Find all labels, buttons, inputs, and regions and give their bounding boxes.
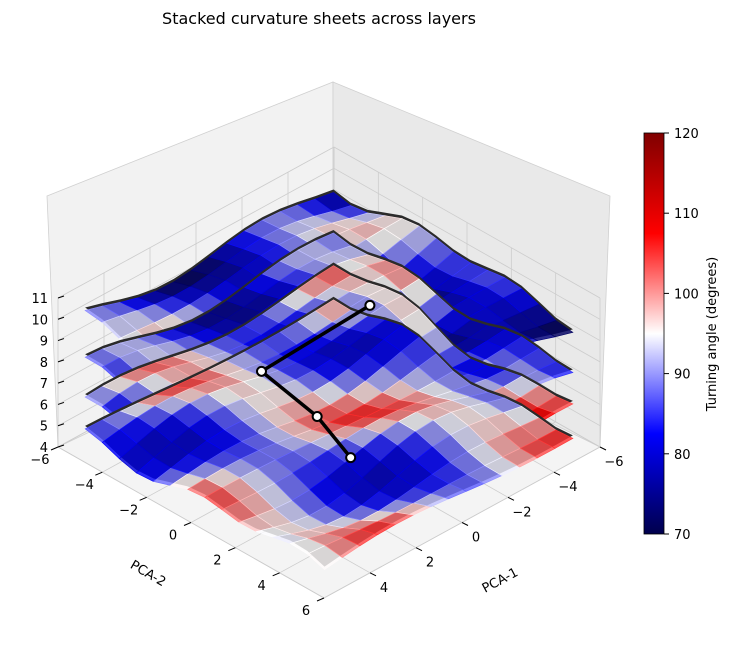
x-tick-mark (415, 547, 423, 552)
y-tick-mark (139, 496, 147, 501)
x-tick-label: −6 (604, 455, 623, 470)
trajectory-point (364, 299, 376, 311)
z-tick-mark (57, 380, 65, 384)
z-tick-label: 10 (31, 313, 48, 328)
colorbar-tick-label: 70 (674, 528, 691, 543)
colorbar-tick-label: 90 (674, 368, 691, 383)
trajectory (256, 299, 376, 464)
z-tick-mark (57, 359, 65, 363)
y-tick-mark (183, 522, 192, 526)
z-tick-label: 7 (40, 377, 48, 392)
y-tick-label: 2 (213, 554, 221, 569)
z-tick-mark (57, 444, 65, 448)
y-tick-label: 0 (169, 529, 177, 544)
z-tick-label: 8 (40, 356, 48, 371)
x-tick-mark (599, 446, 607, 451)
trajectory-point (256, 365, 267, 377)
z-tick-label: 9 (40, 335, 48, 350)
z-tick-label: 11 (31, 292, 48, 307)
colorbar-ticks: 70 80 90 100 110 120 (664, 127, 699, 543)
x-tick-label: −2 (512, 505, 531, 520)
colorbar-tick-label: 80 (674, 448, 691, 463)
x-tick-mark (507, 496, 515, 501)
colorbar: 70 80 90 100 110 120 Turning angle (degrees) (643, 127, 720, 543)
z-tick-mark (57, 338, 65, 342)
sheet-patch (537, 361, 574, 379)
y-tick-label: −2 (119, 503, 138, 518)
y-tick-mark (95, 471, 103, 476)
z-tick-label: 5 (40, 420, 48, 435)
sheet-patch (537, 320, 574, 338)
wall-grid-z (57, 146, 335, 299)
z-tick-mark (57, 401, 65, 405)
x-tick-mark (369, 572, 377, 577)
surface-sheets (84, 189, 574, 570)
x-tick-label: 4 (380, 581, 388, 596)
y-tick-label: 6 (302, 604, 310, 619)
trajectory-point (311, 411, 323, 423)
z-tick-label: 6 (40, 398, 48, 413)
x-tick-mark (553, 471, 561, 476)
y-tick-label: −4 (75, 478, 94, 493)
z-tick-label: 4 (40, 441, 48, 456)
trajectory-point (345, 452, 357, 464)
z-tick-mark (57, 316, 65, 320)
colorbar-gradient (643, 132, 665, 535)
x-tick-label: 2 (426, 556, 434, 571)
sheet-patch (537, 429, 574, 449)
x-axis-label: PCA-1 (480, 565, 521, 596)
y-tick-label: 4 (258, 579, 266, 594)
y-axis-label: PCA-2 (127, 558, 168, 590)
colorbar-tick-label: 100 (674, 287, 699, 302)
x-tick-label: −4 (558, 480, 577, 495)
colorbar-label: Turning angle (degrees) (705, 257, 720, 412)
wall-grid-z (333, 146, 601, 299)
sheet-patch (537, 395, 574, 414)
chart-title: Stacked curvature sheets across layers (162, 9, 476, 28)
trajectory-line (259, 303, 371, 459)
y-tick-mark (50, 446, 59, 451)
wall-grid-z (333, 167, 601, 320)
y-tick-mark (272, 572, 280, 577)
surface-sheet (84, 296, 574, 570)
x-tick-mark (461, 522, 469, 526)
z-tick-mark (57, 423, 65, 427)
y-tick-label: −6 (30, 453, 49, 468)
colorbar-tick-label: 110 (674, 207, 699, 222)
wall-grid-z (57, 167, 335, 320)
x-tick-label: 0 (472, 531, 480, 546)
colorbar-tick-label: 120 (674, 127, 699, 142)
z-tick-mark (57, 295, 65, 299)
y-tick-mark (316, 597, 325, 602)
y-tick-mark (228, 547, 236, 552)
